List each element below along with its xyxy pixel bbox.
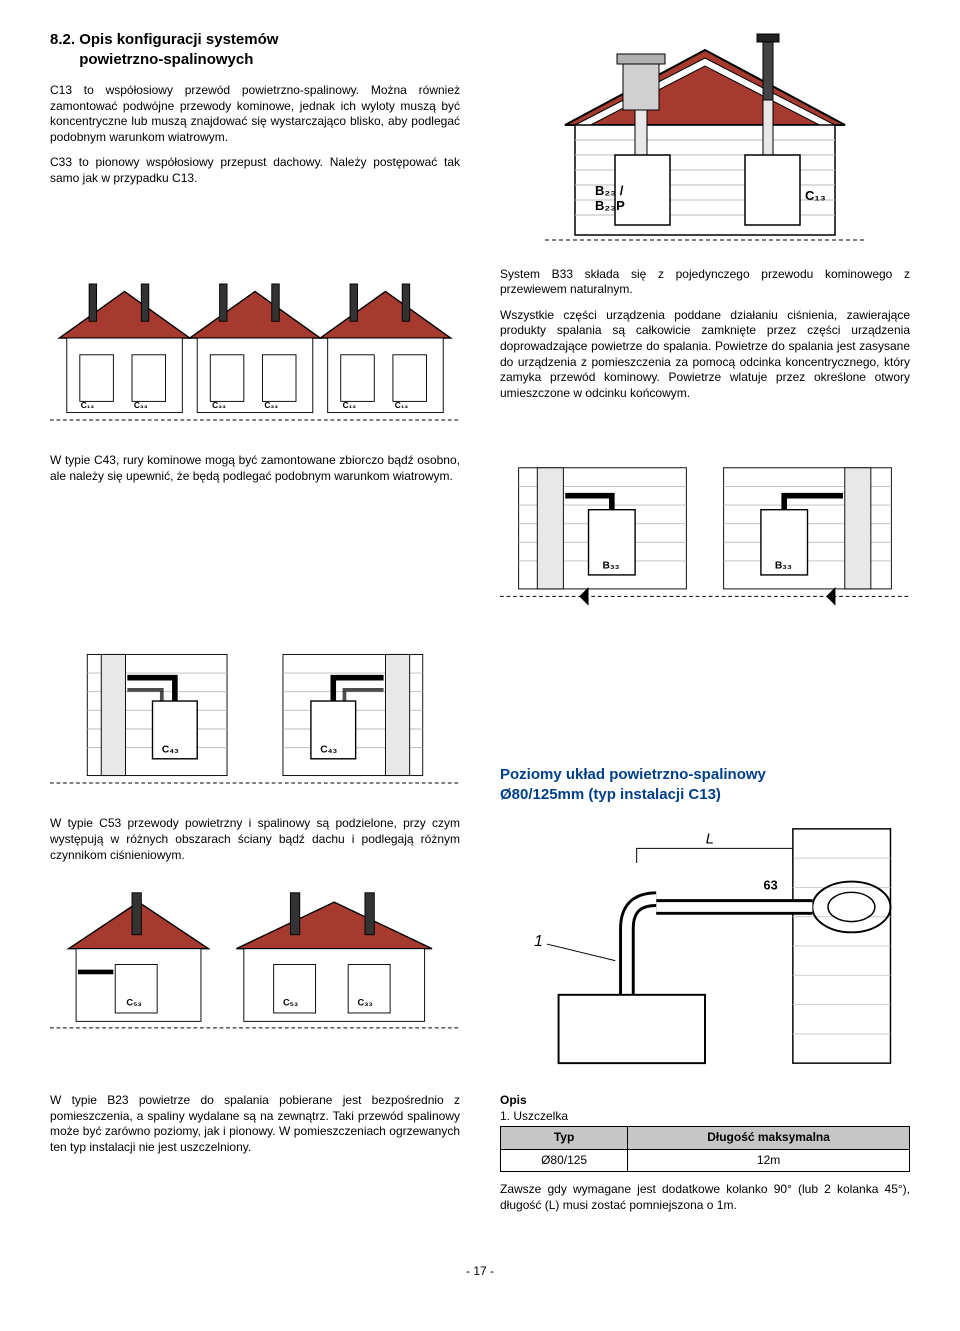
diagram-b23-c13: B₂₃ / B₂₃P C₁₃ — [500, 30, 910, 250]
svg-text:B₂₃ /: B₂₃ / — [595, 183, 624, 198]
para-b33-2: Wszystkie części urządzenia poddane dzia… — [500, 308, 910, 402]
h3-line1: Poziomy układ powietrzno-spalinowy — [500, 766, 766, 783]
para-b23: W typie B23 powietrze do spalania pobier… — [50, 1093, 460, 1155]
svg-text:C₃₃: C₃₃ — [134, 400, 148, 410]
svg-text:C₄₃: C₄₃ — [320, 744, 337, 755]
svg-text:C₅₃: C₅₃ — [283, 998, 298, 1008]
svg-text:L: L — [706, 832, 714, 848]
diagram-c43: C₄₃ C₄₃ — [50, 630, 460, 800]
svg-text:B₃₃: B₃₃ — [775, 561, 792, 572]
page-number: - 17 - — [50, 1264, 910, 1280]
h3-line2: Ø80/125mm (typ instalacji C13) — [500, 786, 721, 803]
subsection-heading: Poziomy układ powietrzno-spalinowy Ø80/1… — [500, 765, 910, 804]
svg-text:1: 1 — [534, 933, 543, 950]
svg-text:B₂₃P: B₂₃P — [595, 198, 625, 213]
heading-num: 8.2. — [50, 31, 75, 48]
opis-word: Opis — [500, 1093, 527, 1107]
svg-text:63: 63 — [764, 879, 778, 893]
para-b33-1: System B33 składa się z pojedynczego prz… — [500, 267, 910, 298]
para-c53: W typie C53 przewody powietrzny i spalin… — [50, 816, 460, 863]
opis-label: Opis 1. Uszczelka — [500, 1093, 910, 1124]
th-type: Typ — [501, 1127, 628, 1150]
section-heading: 8.2. Opis konfiguracji systemów 8.2. pow… — [50, 30, 460, 69]
svg-text:C₃₃: C₃₃ — [212, 400, 226, 410]
diagram-pipe-detail: 63 1 L — [500, 816, 910, 1076]
diagram-b33-houses: B₃₃ B₃₃ — [500, 453, 910, 613]
svg-text:C₄₃: C₄₃ — [162, 744, 179, 755]
svg-text:C₃₃: C₃₃ — [358, 998, 373, 1008]
para-c43: W typie C43, rury kominowe mogą być zamo… — [50, 453, 460, 484]
th-maxlen: Długość maksymalna — [628, 1127, 910, 1150]
diagram-c53: C₅₃ C₅₃ C₃₃ — [50, 873, 460, 1043]
length-table: Typ Długość maksymalna Ø80/125 12m — [500, 1126, 910, 1172]
svg-text:B₃₃: B₃₃ — [603, 561, 620, 572]
svg-text:C₁₃: C₁₃ — [805, 188, 826, 203]
svg-text:C₁₃: C₁₃ — [395, 400, 409, 410]
svg-text:C₁₃: C₁₃ — [81, 400, 95, 410]
opis-item: 1. Uszczelka — [500, 1109, 568, 1123]
svg-text:C₃₃: C₃₃ — [264, 400, 278, 410]
para-note: Zawsze gdy wymagane jest dodatkowe kolan… — [500, 1182, 910, 1213]
diagram-c13-c33-row: C₁₃ C₃₃ C₃₃ C₃₃ C₁₃ C₁₃ — [50, 267, 460, 437]
td-maxlen: 12m — [628, 1149, 910, 1172]
para-c13: C13 to współosiowy przewód powietrzno-sp… — [50, 83, 460, 145]
heading-l1: Opis konfiguracji systemów — [79, 31, 278, 48]
para-c33: C33 to pionowy współosiowy przepust dach… — [50, 155, 460, 186]
svg-text:C₁₃: C₁₃ — [343, 400, 357, 410]
heading-l2: powietrzno-spalinowych — [79, 51, 253, 68]
td-type: Ø80/125 — [501, 1149, 628, 1172]
svg-text:C₅₃: C₅₃ — [126, 998, 141, 1008]
